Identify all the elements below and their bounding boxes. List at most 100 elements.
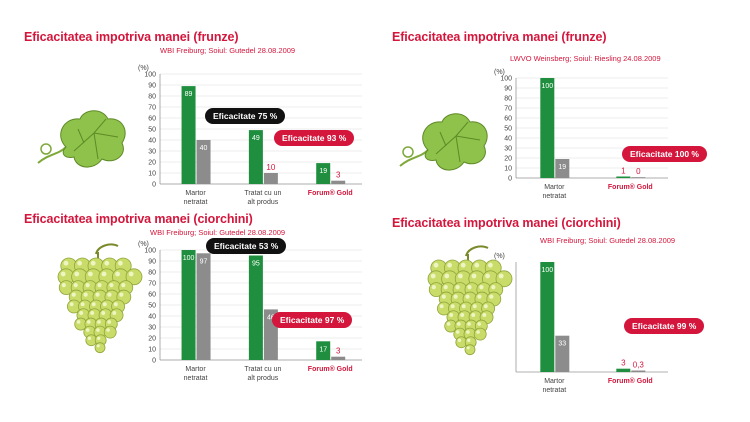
- bar-value-label: 100: [541, 83, 553, 90]
- x-tick-label: Martor: [544, 184, 565, 191]
- y-tick-label: 20: [148, 336, 156, 343]
- x-tick-label: netratat: [542, 193, 566, 200]
- x-tick-label: alt produs: [248, 199, 279, 206]
- y-tick-label: 0: [152, 358, 156, 365]
- y-axis-label: (%): [494, 253, 505, 260]
- x-tick-label: netratat: [184, 199, 208, 206]
- y-tick-label: 10: [148, 171, 156, 178]
- x-tick-label: Forum® Gold: [608, 377, 653, 385]
- bar-value-label: 3: [336, 171, 341, 180]
- bar-chart: (%) 0 10 20 30 40 50 60 70 80 90 100 89 40 Martor netra…: [138, 65, 362, 206]
- y-tick-label: 100: [144, 248, 156, 255]
- y-tick-label: 50: [148, 303, 156, 310]
- efficacy-badge: Eficacitate 100 %: [622, 146, 707, 162]
- y-tick-label: 90: [504, 86, 512, 93]
- y-tick-label: 30: [148, 149, 156, 156]
- y-tick-label: 0: [152, 182, 156, 189]
- bar-value-label: 97: [200, 258, 208, 265]
- bar-value-label: 46: [267, 314, 275, 321]
- x-tick-label: alt produs: [248, 375, 279, 382]
- x-tick-label: Martor: [185, 366, 206, 373]
- panel-subtitle: WBI Freiburg; Soiul: Gutedel 28.08.2009: [160, 46, 296, 55]
- vine-leaf-icon: [37, 110, 126, 168]
- bar-value-label: 49: [252, 135, 260, 142]
- y-tick-label: 80: [504, 96, 512, 103]
- y-tick-label: 90: [148, 259, 156, 266]
- grape-bunch-icon: [57, 243, 143, 354]
- bar: [555, 335, 570, 372]
- y-tick-label: 20: [504, 156, 512, 163]
- bar-chart: (%) 0 10 20 30 40 50 60 70 80 90 100 100 19 Martor netr…: [494, 69, 668, 200]
- bar-value-label: 0: [636, 167, 641, 176]
- x-tick-label: Forum® Gold: [608, 183, 653, 191]
- y-tick-label: 70: [504, 106, 512, 113]
- bar: [540, 78, 555, 178]
- y-tick-label: 10: [148, 347, 156, 354]
- bar: [196, 140, 211, 184]
- y-tick-label: 100: [500, 76, 512, 83]
- efficacy-badge: Eficacitate 99 %: [624, 318, 705, 334]
- y-tick-label: 40: [504, 136, 512, 143]
- bar: [181, 86, 196, 184]
- bar-value-label: 17: [319, 346, 327, 353]
- bar-value-label: 10: [266, 163, 275, 172]
- y-tick-label: 50: [504, 126, 512, 133]
- y-tick-label: 60: [148, 116, 156, 123]
- bar-value-label: 3: [336, 347, 341, 356]
- y-tick-label: 70: [148, 105, 156, 112]
- bar: [316, 341, 331, 360]
- x-tick-label: netratat: [184, 375, 208, 382]
- x-tick-label: Martor: [185, 190, 206, 197]
- y-tick-label: 90: [148, 83, 156, 90]
- x-tick-label: Forum® Gold: [308, 365, 353, 373]
- bar: [331, 180, 346, 184]
- grape-bunch-icon: [427, 245, 513, 356]
- y-tick-label: 40: [148, 138, 156, 145]
- panel-subtitle: WBI Freiburg; Soiul: Gutedel 28.08.2009: [540, 236, 676, 245]
- bar-value-label: 100: [541, 267, 553, 274]
- x-tick-label: Tratat cu un: [244, 190, 281, 197]
- bar-value-label: 40: [200, 145, 208, 152]
- bar: [631, 177, 646, 178]
- bar: [196, 253, 211, 360]
- y-axis-label: (%): [494, 69, 505, 76]
- panel-title: Eficacitatea impotriva manei (ciorchini): [392, 216, 621, 230]
- efficacy-badge: Eficacitate 75 %: [205, 108, 286, 124]
- bar-value-label: 89: [185, 91, 193, 98]
- x-tick-label: netratat: [542, 387, 566, 394]
- y-tick-label: 100: [144, 72, 156, 79]
- bar: [331, 356, 346, 360]
- y-tick-label: 60: [504, 116, 512, 123]
- panel-subtitle: WBI Freiburg; Soiul: Gutedel 28.08.2009: [150, 228, 286, 237]
- panel-title: Eficacitatea impotriva manei (ciorchini): [24, 212, 253, 226]
- x-tick-label: Martor: [544, 378, 565, 385]
- x-tick-label: Forum® Gold: [308, 189, 353, 197]
- x-tick-label: Tratat cu un: [244, 366, 281, 373]
- y-tick-label: 30: [148, 325, 156, 332]
- bar: [555, 159, 570, 178]
- bar: [616, 176, 631, 178]
- bar-value-label: 95: [252, 261, 260, 268]
- y-tick-label: 40: [148, 314, 156, 321]
- bar-value-label: 19: [558, 164, 566, 171]
- bar: [248, 130, 263, 184]
- bar: [616, 368, 631, 372]
- bar: [631, 370, 646, 372]
- y-tick-label: 80: [148, 94, 156, 101]
- y-tick-label: 10: [504, 166, 512, 173]
- bar: [181, 250, 196, 360]
- vine-leaf-icon: [399, 113, 488, 171]
- bar-chart: (%) 100 33 Martor netratat 3 0,3 Forum® Gold: [494, 253, 668, 394]
- bar-value-label: 19: [319, 168, 327, 175]
- bar-value-label: 0,3: [633, 361, 645, 370]
- bar: [316, 163, 331, 184]
- y-tick-label: 30: [504, 146, 512, 153]
- bar: [248, 255, 263, 360]
- bar: [540, 262, 555, 372]
- y-tick-label: 70: [148, 281, 156, 288]
- y-tick-label: 60: [148, 292, 156, 299]
- panel-title: Eficacitatea impotriva manei (frunze): [24, 30, 239, 44]
- y-tick-label: 80: [148, 270, 156, 277]
- panel-subtitle: LWVO Weinsberg; Soiul: Riesling 24.08.20…: [510, 54, 661, 63]
- efficacy-badge: Eficacitate 93 %: [274, 130, 355, 146]
